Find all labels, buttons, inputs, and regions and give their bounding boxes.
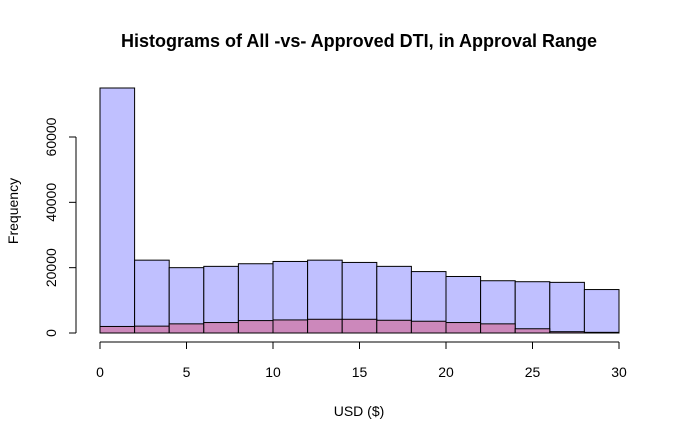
y-tick-label: 40000 [43, 183, 59, 222]
bar-all [203, 265, 239, 334]
x-tick-label: 5 [183, 364, 191, 380]
bar-approved [410, 320, 447, 334]
bar-approved [549, 331, 585, 334]
bar-all [514, 281, 551, 334]
x-tick-label: 20 [438, 364, 454, 380]
bar-approved [168, 323, 205, 334]
bar-approved [445, 322, 482, 334]
bar-approved [272, 319, 309, 334]
x-tick-label: 30 [611, 364, 627, 380]
bar-all [583, 289, 620, 334]
bar-approved [514, 328, 551, 334]
y-tick-label: 0 [43, 329, 59, 337]
x-tick-label: 0 [96, 364, 104, 380]
y-axis-label: Frequency [5, 178, 21, 244]
bar-all [134, 259, 170, 334]
bar-approved [134, 325, 170, 334]
bar-approved [99, 325, 136, 334]
x-tick-label: 25 [525, 364, 541, 380]
bar-approved [480, 323, 516, 334]
bar-approved [341, 318, 378, 334]
series-approved-bars [99, 318, 620, 334]
bar-approved [203, 322, 239, 334]
y-axis: 0 20000 40000 60000 [43, 117, 77, 337]
x-tick-label: 15 [352, 364, 368, 380]
bar-all [549, 281, 585, 334]
bar-approved [583, 331, 620, 334]
y-tick-label: 20000 [43, 248, 59, 287]
x-tick-label: 10 [265, 364, 281, 380]
x-axis-label: USD ($) [334, 403, 385, 419]
series-all-bars [99, 87, 620, 334]
bar-approved [376, 319, 412, 334]
bar-approved [237, 320, 274, 334]
bar-all [99, 87, 136, 334]
chart-title: Histograms of All -vs- Approved DTI, in … [121, 31, 597, 51]
x-axis: 0 5 10 15 20 25 30 [96, 341, 627, 380]
y-tick-label: 60000 [43, 117, 59, 156]
bar-approved [307, 318, 343, 334]
bar-all [168, 267, 205, 334]
